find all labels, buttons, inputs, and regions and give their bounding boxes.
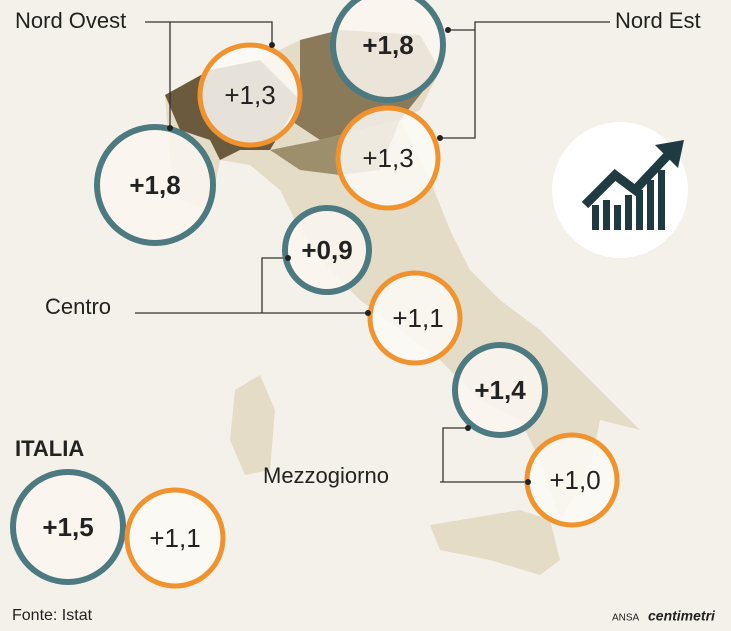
connector	[442, 427, 468, 482]
circle	[367, 270, 463, 366]
circle	[335, 105, 441, 211]
italia-label: ITALIA	[15, 436, 84, 461]
value: +1,1	[149, 523, 200, 553]
connector	[170, 21, 273, 45]
value: +1,8	[362, 30, 413, 60]
circle	[197, 42, 303, 148]
value: +1,3	[362, 143, 413, 173]
trend-icon	[552, 122, 688, 258]
brand: centimetri	[648, 608, 716, 624]
connector	[261, 257, 288, 313]
value: +1,3	[224, 80, 275, 110]
value: +1,4	[474, 375, 526, 405]
dots	[167, 27, 531, 485]
region-label: Nord Ovest	[15, 8, 126, 33]
value: +0,9	[301, 235, 352, 265]
sardegna	[230, 375, 275, 475]
region-label: Mezzogiorno	[263, 463, 389, 488]
sicilia	[430, 510, 560, 575]
connector	[440, 21, 610, 139]
circle	[330, 0, 446, 103]
circle	[124, 487, 226, 589]
circle	[452, 342, 548, 438]
value: +1,8	[129, 170, 180, 200]
value: +1,0	[549, 465, 600, 495]
agency: ANSA	[612, 613, 640, 624]
circle	[282, 205, 372, 295]
value: +1,5	[42, 512, 93, 542]
circle	[10, 469, 126, 585]
value: +1,1	[392, 303, 443, 333]
circle	[94, 124, 216, 246]
source: Fonte: Istat	[12, 607, 93, 624]
connectors	[135, 21, 610, 483]
region-label: Nord Est	[615, 8, 701, 33]
region-label: Centro	[45, 294, 111, 319]
